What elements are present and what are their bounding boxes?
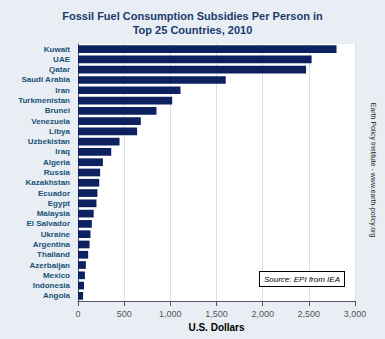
svg-text:Azerbaijan: Azerbaijan [30,261,71,270]
svg-text:500: 500 [117,309,132,319]
svg-text:Source: EPI from IEA: Source: EPI from IEA [264,275,340,284]
svg-text:Ukraine: Ukraine [41,230,71,239]
svg-text:Uzbekistan: Uzbekistan [28,137,70,146]
svg-text:U.S. Dollars: U.S. Dollars [188,322,245,333]
svg-text:Malaysia: Malaysia [37,209,71,218]
svg-text:2,500: 2,500 [298,309,321,319]
svg-text:Venezuela: Venezuela [31,117,70,126]
svg-text:2,000: 2,000 [251,309,274,319]
svg-text:Brunei: Brunei [45,106,70,115]
svg-text:Saudi Arabia: Saudi Arabia [21,75,70,84]
svg-text:Qatar: Qatar [49,65,70,74]
svg-text:Algeria: Algeria [43,158,71,167]
svg-text:Ecuador: Ecuador [38,189,70,198]
svg-text:Kuwait: Kuwait [44,45,71,54]
svg-text:1,500: 1,500 [205,309,228,319]
svg-text:Indonesia: Indonesia [33,281,71,290]
svg-text:UAE: UAE [53,55,71,64]
svg-text:Egypt: Egypt [48,199,71,208]
svg-text:Earth Policy Institute - www.e: Earth Policy Institute - www.earth-polic… [369,103,377,238]
svg-text:Iran: Iran [55,86,70,95]
svg-text:Angola: Angola [43,291,71,300]
svg-text:Fossil Fuel Consumption Subsid: Fossil Fuel Consumption Subsidies Per Pe… [62,10,323,22]
svg-text:Russia: Russia [44,168,71,177]
svg-text:Thailand: Thailand [37,250,70,259]
svg-text:Libya: Libya [49,127,70,136]
svg-text:Argentina: Argentina [33,240,71,249]
svg-text:Top 25 Countries, 2010: Top 25 Countries, 2010 [133,24,253,36]
svg-text:Iraq: Iraq [55,147,70,156]
svg-text:3,000: 3,000 [344,309,367,319]
svg-text:Kazakhstan: Kazakhstan [26,178,71,187]
svg-text:Turkmenistan: Turkmenistan [18,96,70,105]
svg-text:1,000: 1,000 [159,309,182,319]
svg-text:El Salvador: El Salvador [26,219,70,228]
svg-text:Mexico: Mexico [43,271,70,280]
svg-text:0: 0 [75,309,80,319]
